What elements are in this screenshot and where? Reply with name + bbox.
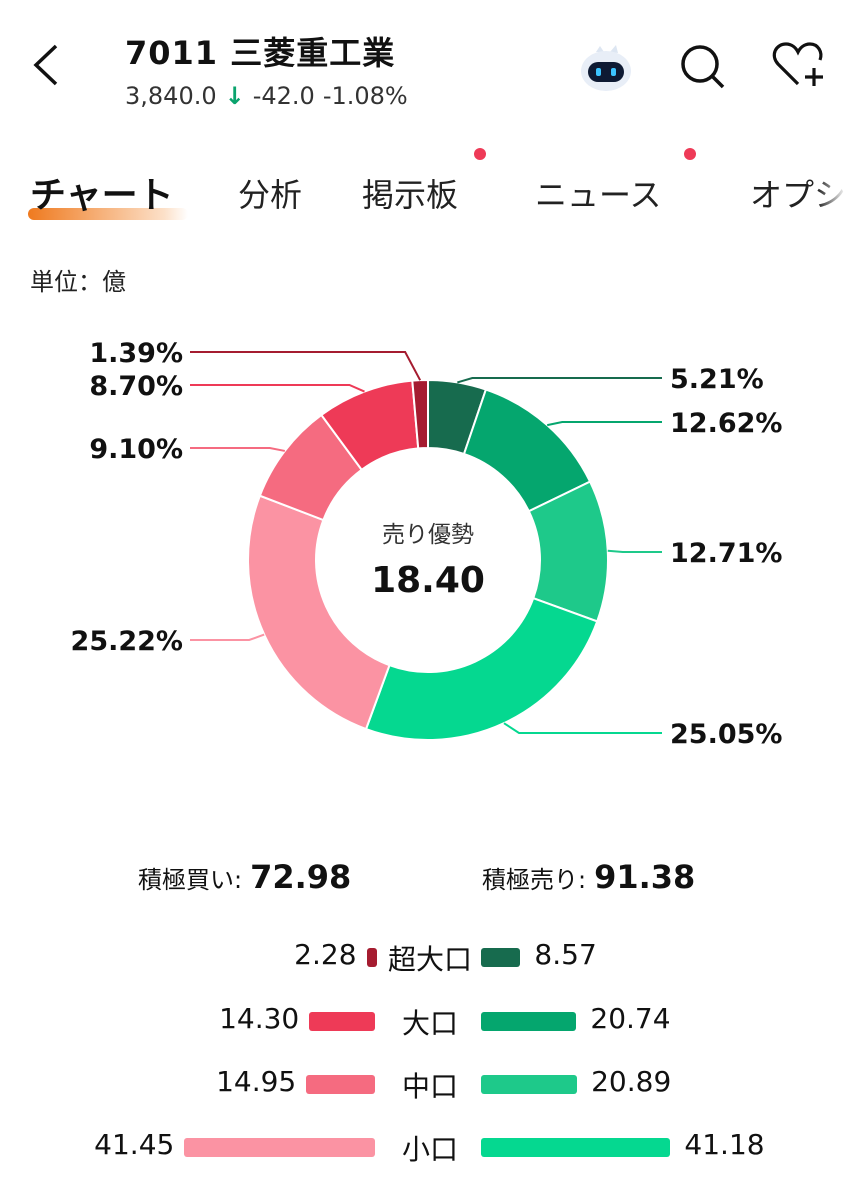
center-label: 売り優勢 xyxy=(382,522,474,548)
sell-bar xyxy=(366,948,377,967)
money-flow-donut-chart: 5.21%12.62%12.71%25.05%25.22%9.10%8.70%1… xyxy=(71,338,783,750)
leader-line-5 xyxy=(190,447,285,452)
change: -42.0 xyxy=(252,82,315,110)
board-badge-dot xyxy=(474,148,486,160)
down-arrow-icon: ↓ xyxy=(224,82,245,110)
buy-bar xyxy=(481,1138,671,1157)
donut-slice-4 xyxy=(247,494,391,731)
leader-line-0 xyxy=(457,377,662,384)
total-buy: 積極買い: 72.98 xyxy=(138,858,351,896)
tab-options[interactable]: オプシ xyxy=(750,176,847,214)
unit-label: 単位：億 xyxy=(30,268,126,296)
leader-line-4 xyxy=(190,633,265,641)
leader-line-2 xyxy=(607,549,662,553)
slice-label-4: 25.22% xyxy=(71,626,183,657)
leader-line-3 xyxy=(503,722,662,734)
breakdown-row: 14.30 大口 20.74 xyxy=(0,1002,856,1042)
donut-slice-7 xyxy=(411,378,429,450)
change-pct: -1.08% xyxy=(322,82,408,110)
total-sell-value: 91.38 xyxy=(594,858,696,896)
slice-label-3: 25.05% xyxy=(670,719,782,750)
news-badge-dot xyxy=(684,148,696,160)
tab-bar: チャート 分析 掲示板 ニュース オプシ xyxy=(0,148,856,230)
stock-title: 7011 三菱重工業 xyxy=(125,34,396,72)
total-buy-value: 72.98 xyxy=(250,858,352,896)
back-chevron-icon[interactable] xyxy=(28,40,68,90)
total-sell: 積極売り: 91.38 xyxy=(482,858,695,896)
tab-chart[interactable]: チャート xyxy=(30,175,174,216)
buy-value: 8.57 xyxy=(534,938,597,971)
leader-line-6 xyxy=(190,384,365,393)
buy-bar xyxy=(481,1012,577,1031)
breakdown-row: 41.45 小口 41.18 xyxy=(0,1128,856,1168)
slice-label-1: 12.62% xyxy=(670,408,782,439)
buy-value: 41.18 xyxy=(684,1128,765,1161)
tab-analysis[interactable]: 分析 xyxy=(238,176,303,214)
buy-bar xyxy=(481,1075,578,1094)
search-icon[interactable] xyxy=(678,42,728,92)
sell-value: 14.95 xyxy=(216,1065,297,1098)
active-tab-underline xyxy=(28,208,188,220)
breakdown-row: 2.28 超大口 8.57 xyxy=(0,938,856,978)
slice-label-6: 8.70% xyxy=(89,371,183,402)
category-label: 小口 xyxy=(401,1133,458,1166)
leader-line-1 xyxy=(547,421,662,427)
buy-bar xyxy=(481,948,521,967)
total-buy-label: 積極買い: xyxy=(138,866,243,894)
slice-label-7: 1.39% xyxy=(89,338,183,369)
ai-assistant-robot-icon[interactable] xyxy=(578,44,634,92)
leader-line-7 xyxy=(190,351,422,381)
add-favorite-heart-icon[interactable] xyxy=(770,40,826,90)
price: 3,840.0 xyxy=(125,82,217,110)
slice-label-2: 12.71% xyxy=(670,538,782,569)
sell-bar xyxy=(184,1138,375,1157)
price-quote: 3,840.0 ↓ -42.0 -1.08% xyxy=(125,82,408,110)
category-label: 超大口 xyxy=(387,943,472,976)
donut-slice-3 xyxy=(364,596,599,741)
sell-bar xyxy=(306,1075,375,1094)
category-label: 大口 xyxy=(401,1007,458,1040)
total-sell-label: 積極売り: xyxy=(482,866,587,894)
buy-value: 20.89 xyxy=(591,1065,672,1098)
center-value: 18.40 xyxy=(371,560,485,601)
breakdown-row: 14.95 中口 20.89 xyxy=(0,1065,856,1105)
sell-value: 41.45 xyxy=(94,1128,175,1161)
slice-label-0: 5.21% xyxy=(670,364,764,395)
category-label: 中口 xyxy=(401,1070,458,1103)
sell-bar xyxy=(309,1012,375,1031)
slice-label-5: 9.10% xyxy=(89,434,183,465)
tab-board[interactable]: 掲示板 xyxy=(362,176,459,214)
sell-value: 14.30 xyxy=(219,1002,300,1035)
buy-value: 20.74 xyxy=(590,1002,671,1035)
tab-news[interactable]: ニュース xyxy=(535,176,662,214)
sell-value: 2.28 xyxy=(294,938,357,971)
